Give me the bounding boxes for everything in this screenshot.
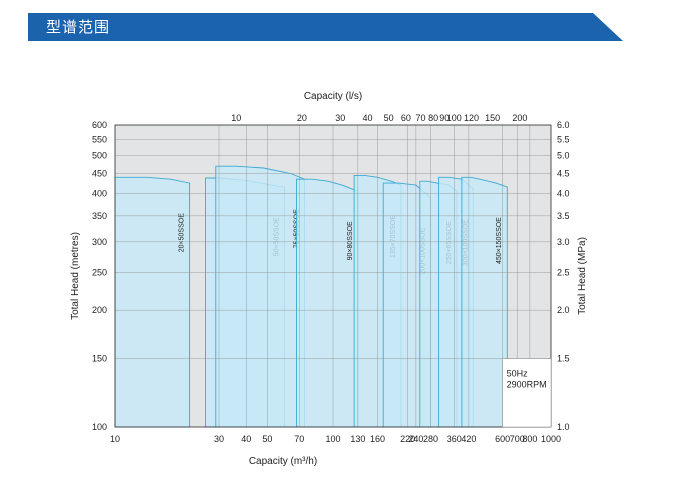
x-tick-bottom-11: 360 (447, 434, 462, 444)
y-tick-left-0: 100 (92, 422, 107, 432)
x-tick-bottom-7: 160 (370, 434, 385, 444)
annotation-rpm: 2900RPM (507, 380, 547, 390)
x-tick-bottom-0: 10 (110, 434, 120, 444)
x-tick-top-3: 40 (363, 113, 373, 123)
curve-label-1: 20×50SSOE (179, 213, 186, 252)
y-tick-right-8: 5.0 (557, 151, 570, 161)
right-y-axis-label: Total Head (MPa) (577, 237, 588, 315)
x-tick-top-8: 90 (439, 113, 449, 123)
x-tick-top-2: 30 (335, 113, 345, 123)
x-tick-top-7: 80 (428, 113, 438, 123)
left-y-axis-label: Total Head (metres) (70, 232, 81, 320)
y-tick-left-8: 500 (92, 151, 107, 161)
y-tick-left-7: 450 (92, 168, 107, 178)
x-tick-bottom-15: 800 (522, 434, 537, 444)
x-tick-bottom-1: 30 (214, 434, 224, 444)
header-banner (28, 13, 623, 41)
x-tick-bottom-13: 600 (495, 434, 510, 444)
x-tick-top-12: 200 (512, 113, 527, 123)
x-tick-top-1: 20 (297, 113, 307, 123)
x-tick-bottom-3: 50 (262, 434, 272, 444)
x-tick-bottom-12: 420 (461, 434, 476, 444)
pump-curves: 20×50SSOE50×50SSOE75×50SSOE90×80SSOE135×… (114, 165, 508, 428)
y-tick-right-2: 2.0 (557, 305, 570, 315)
curve-area-4 (296, 178, 359, 428)
x-tick-bottom-5: 100 (325, 434, 340, 444)
x-tick-bottom-16: 1000 (541, 434, 561, 444)
y-tick-left-9: 550 (92, 135, 107, 145)
x-tick-top-9: 100 (447, 113, 462, 123)
x-tick-top-4: 50 (384, 113, 394, 123)
x-tick-top-0: 10 (231, 113, 241, 123)
curve-label-4: 90×80SSOE (347, 221, 354, 260)
x-tick-bottom-2: 40 (241, 434, 251, 444)
curve-area-3 (215, 165, 305, 428)
x-tick-top-5: 60 (401, 113, 411, 123)
x-tick-bottom-8: 220 (400, 434, 415, 444)
x-tick-top-10: 120 (464, 113, 479, 123)
y-tick-right-10: 6.0 (557, 120, 570, 130)
y-tick-right-1: 1.5 (557, 354, 570, 364)
y-tick-left-5: 350 (92, 211, 107, 221)
y-tick-right-0: 1.0 (557, 422, 570, 432)
annotation-box (502, 358, 552, 428)
x-tick-top-6: 70 (415, 113, 425, 123)
y-tick-left-1: 150 (92, 354, 107, 364)
curve-label-9: 450×150SSOE (496, 217, 503, 264)
x-tick-top-11: 150 (485, 113, 500, 123)
bottom-x-axis-label: Capacity (m³/h) (249, 456, 317, 467)
y-tick-right-9: 5.5 (557, 135, 570, 145)
plot-frame (114, 124, 552, 428)
x-tick-bottom-6: 130 (350, 434, 365, 444)
y-tick-right-5: 3.5 (557, 211, 570, 221)
x-tick-bottom-14: 700 (510, 434, 525, 444)
y-tick-right-3: 2.5 (557, 268, 570, 278)
y-tick-left-2: 200 (92, 305, 107, 315)
page-title: 型谱范围 (46, 18, 111, 36)
y-tick-right-4: 3.0 (557, 237, 570, 247)
y-tick-left-4: 300 (92, 237, 107, 247)
y-tick-right-7: 4.5 (557, 168, 570, 178)
x-tick-bottom-10: 280 (423, 434, 438, 444)
top-x-axis-label: Capacity (l/s) (304, 91, 362, 102)
x-tick-bottom-4: 70 (294, 434, 304, 444)
y-tick-left-10: 600 (92, 120, 107, 130)
y-tick-left-6: 400 (92, 188, 107, 198)
y-tick-right-6: 4.0 (557, 188, 570, 198)
y-tick-left-3: 250 (92, 268, 107, 278)
x-tick-bottom-9: 240 (408, 434, 423, 444)
annotation-frequency: 50Hz (507, 369, 529, 379)
